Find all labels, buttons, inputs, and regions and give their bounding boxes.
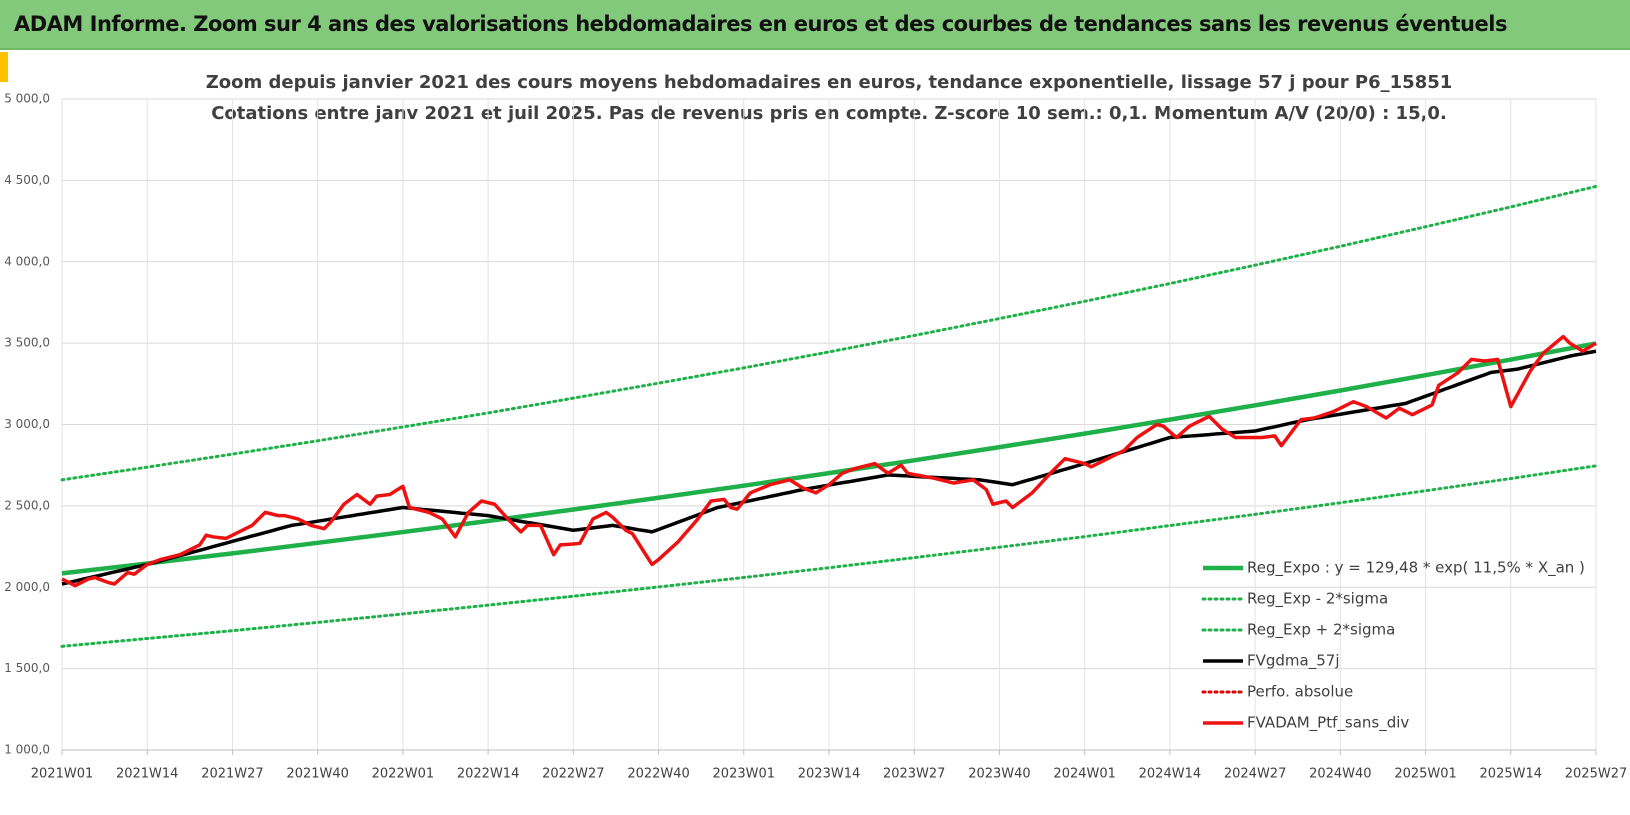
corner-accent [0, 52, 8, 82]
x-tick-label: 2025W27 [1565, 767, 1627, 782]
x-tick-label: 2022W01 [372, 767, 434, 782]
legend-label: Reg_Exp + 2*sigma [1247, 621, 1395, 640]
legend-label: FVADAM_Ptf_sans_div [1247, 714, 1409, 733]
legend-label: Reg_Expo : y = 129,48 * exp( 11,5% * X_a… [1247, 559, 1585, 578]
series-line [61, 341, 1597, 576]
legend-label: Perfo. absolue [1247, 683, 1353, 701]
x-tick-label: 2022W40 [627, 767, 689, 782]
chart-title: Zoom depuis janvier 2021 des cours moyen… [206, 72, 1453, 93]
y-tick-label: 3 500,0 [4, 336, 50, 350]
legend-label: FVgdma_57j [1247, 652, 1340, 671]
x-tick-label: 2021W01 [31, 767, 93, 782]
series-line [60, 464, 1598, 648]
x-tick-label: 2022W14 [457, 767, 519, 782]
x-tick-label: 2021W27 [201, 767, 263, 782]
x-tick-label: 2023W01 [713, 767, 775, 782]
y-tick-label: 2 500,0 [4, 498, 50, 512]
y-tick-label: 1 500,0 [4, 661, 50, 675]
y-tick-label: 2 000,0 [4, 580, 50, 594]
x-tick-label: 2023W40 [968, 767, 1030, 782]
y-tick-label: 5 000,0 [4, 92, 50, 106]
y-tick-label: 4 000,0 [4, 254, 50, 268]
x-tick-label: 2024W01 [1053, 767, 1115, 782]
x-tick-label: 2022W27 [542, 767, 604, 782]
y-tick-label: 1 000,0 [4, 743, 50, 757]
legend-label: Reg_Exp - 2*sigma [1247, 590, 1388, 609]
series-line [61, 334, 1597, 588]
y-tick-label: 3 000,0 [4, 417, 50, 431]
y-tick-label: 4 500,0 [4, 173, 50, 187]
x-tick-label: 2025W14 [1480, 767, 1542, 782]
x-tick-label: 2021W14 [116, 767, 178, 782]
header-title: ADAM Informe. Zoom sur 4 ans des valoris… [14, 12, 1507, 36]
x-tick-label: 2023W27 [883, 767, 945, 782]
x-tick-label: 2024W40 [1309, 767, 1371, 782]
x-tick-label: 2021W40 [286, 767, 348, 782]
series-line [60, 184, 1598, 482]
x-tick-label: 2025W01 [1394, 767, 1456, 782]
x-tick-label: 2023W14 [798, 767, 860, 782]
header-bar: ADAM Informe. Zoom sur 4 ans des valoris… [0, 0, 1630, 50]
x-tick-label: 2024W14 [1139, 767, 1201, 782]
x-tick-label: 2024W27 [1224, 767, 1286, 782]
